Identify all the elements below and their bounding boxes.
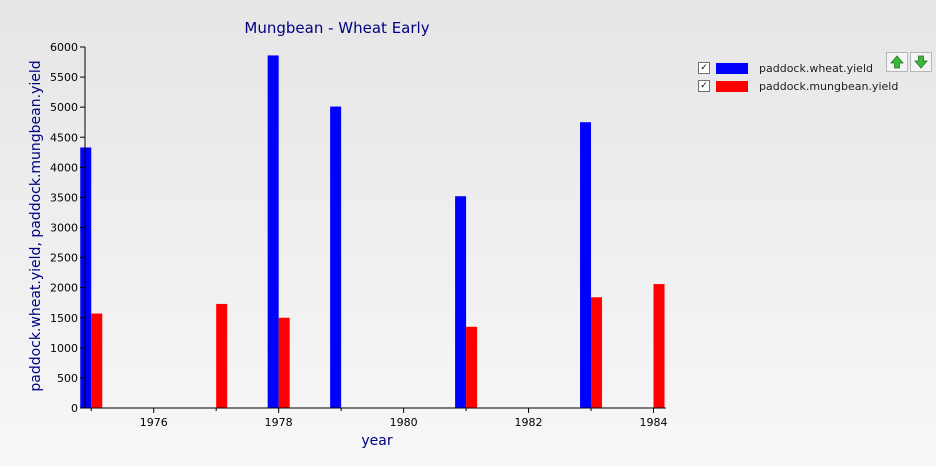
bar-mungbean-1981 — [466, 326, 478, 408]
legend-label-wheat: paddock.wheat.yield — [759, 61, 873, 75]
move-up-button[interactable] — [886, 52, 908, 72]
bar-mungbean-1983 — [591, 297, 603, 408]
chart-title: Mungbean - Wheat Early — [244, 19, 429, 37]
bar-mungbean-1978 — [278, 317, 290, 408]
bar-mungbean-1975 — [91, 313, 103, 408]
x-tick-label: 1982 — [515, 416, 543, 429]
y-tick-label: 4000 — [50, 161, 78, 174]
legend-checkbox-mungbean[interactable]: ✓ — [698, 80, 710, 92]
bar-wheat-1975 — [80, 147, 92, 408]
y-tick-label: 3500 — [50, 191, 78, 204]
x-tick-label: 1980 — [390, 416, 418, 429]
y-tick-label: 2000 — [50, 282, 78, 295]
legend-item-mungbean[interactable]: ✓ paddock.mungbean.yield — [698, 77, 898, 95]
legend-swatch-wheat — [716, 62, 748, 74]
bar-mungbean-1977 — [216, 303, 228, 408]
y-tick-label: 3000 — [50, 222, 78, 235]
y-axis-label: paddock.wheat.yield, paddock.mungbean.yi… — [28, 60, 44, 391]
y-tick-label: 4500 — [50, 131, 78, 144]
arrow-down-icon — [914, 55, 928, 69]
y-tick-label: 500 — [57, 372, 78, 385]
x-tick-label: 1978 — [265, 416, 293, 429]
bar-wheat-1979 — [330, 106, 342, 408]
y-tick-label: 0 — [71, 402, 78, 415]
plot-area: 0 500 1000 1500 2000 2500 3000 3500 4000 4500 5000… — [50, 41, 668, 429]
legend-checkbox-wheat[interactable]: ✓ — [698, 62, 710, 74]
y-tick-label: 1000 — [50, 342, 78, 355]
legend: ✓ paddock.wheat.yield ✓ paddock.mungbean… — [698, 59, 898, 95]
legend-swatch-mungbean — [716, 80, 748, 92]
x-axis-label: year — [361, 433, 392, 449]
move-down-button[interactable] — [910, 52, 932, 72]
legend-item-wheat[interactable]: ✓ paddock.wheat.yield — [698, 59, 898, 77]
bar-wheat-1978 — [267, 55, 279, 408]
bar-wheat-1983 — [580, 122, 592, 408]
x-tick-label: 1976 — [140, 416, 168, 429]
legend-label-mungbean: paddock.mungbean.yield — [759, 79, 899, 93]
y-tick-label: 1500 — [50, 312, 78, 325]
y-tick-label: 2500 — [50, 252, 78, 265]
bar-wheat-1981 — [455, 196, 467, 408]
y-tick-label: 5500 — [50, 71, 78, 84]
y-tick-label: 6000 — [50, 41, 78, 54]
y-tick-label: 5000 — [50, 101, 78, 114]
bar-mungbean-1984 — [653, 284, 665, 408]
arrow-up-icon — [890, 55, 904, 69]
x-tick-label: 1984 — [640, 416, 668, 429]
series-order-controls — [886, 52, 932, 72]
